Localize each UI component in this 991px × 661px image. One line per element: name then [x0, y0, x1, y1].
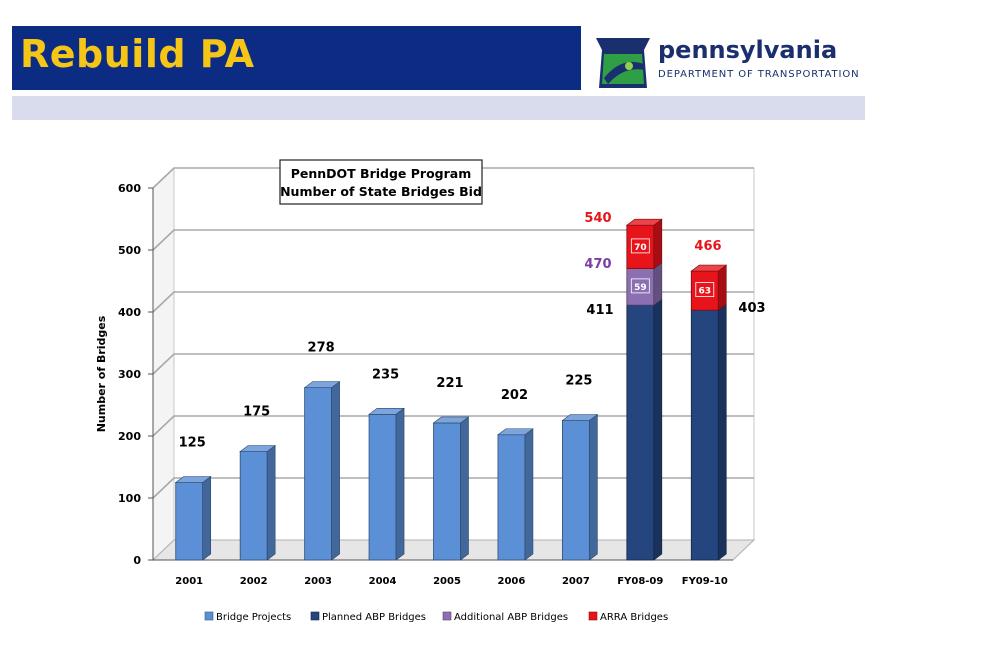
bar-top: [368, 407, 405, 415]
bar-2003-bridge-projects: [304, 387, 333, 561]
chart-title-line: Number of State Bridges Bid: [280, 184, 482, 199]
annotation-label: 411: [586, 303, 613, 318]
y-axis-label: Number of Bridges: [95, 315, 108, 432]
gridline: [152, 229, 754, 251]
bar-top: [174, 476, 212, 483]
bar-side: [717, 303, 727, 561]
gridline: [152, 291, 754, 313]
bar-side: [266, 444, 276, 561]
bar-side: [395, 407, 405, 561]
bar-side: [653, 298, 663, 561]
bar-side: [653, 262, 663, 306]
legend-swatch: [310, 611, 320, 621]
gridline: [152, 477, 754, 499]
bar-side: [653, 218, 663, 270]
bar-side: [331, 381, 340, 561]
bar-2002-bridge-projects: [239, 451, 268, 561]
legend-label: Bridge Projects: [216, 612, 291, 623]
annotation-label: 470: [584, 257, 611, 272]
bar-side: [460, 416, 469, 561]
chart-title-line: PennDOT Bridge Program: [291, 166, 472, 181]
annotation-label: 403: [738, 301, 765, 316]
bar-top: [432, 416, 470, 424]
x-tick-label: 2005: [433, 576, 461, 587]
bar-layer: [174, 218, 728, 561]
legend-label: Planned ABP Bridges: [322, 612, 426, 623]
bar-top: [497, 428, 534, 436]
label-layer: 2001 125 2002 175 2003 278 2004 235 2005 221 2006 2…: [175, 211, 765, 587]
annotation-label: 540: [584, 211, 611, 226]
x-tick-label: 2001: [175, 576, 203, 587]
bar-top: [303, 381, 341, 388]
bar-FY08-09-planned-abp-bridges: [626, 304, 655, 561]
segment-value-label: 59: [634, 283, 647, 293]
y-tick-label: 200: [118, 430, 141, 443]
bar-total-label: 278: [308, 341, 335, 356]
bar-side: [202, 475, 212, 561]
segment-label-box: [630, 238, 650, 254]
bar-2005-bridge-projects: [433, 422, 461, 561]
annotation-label: 466: [694, 239, 721, 254]
keystone-logo-icon: [596, 38, 650, 88]
penndot-logo: pennsylvania DEPARTMENT OF TRANSPORTATIO…: [592, 34, 862, 94]
sub-header-bar: [12, 96, 865, 120]
y-tick-label: 500: [118, 244, 141, 257]
bar-total-label: 221: [436, 376, 463, 391]
y-tick-label: 400: [118, 306, 141, 319]
bar-top: [625, 218, 663, 226]
segment-label-box: [695, 282, 715, 298]
legend-layer: Bridge Projects Planned ABP Bridges Additi…: [204, 611, 668, 623]
y-tick-label: 300: [118, 368, 141, 381]
x-tick-label: 2007: [562, 576, 590, 587]
bar-2001-bridge-projects: [175, 482, 204, 561]
y-tick-label: 0: [133, 554, 141, 567]
legend-swatch: [442, 611, 452, 621]
x-tick-label: 2004: [369, 576, 397, 587]
bar-side: [589, 413, 598, 561]
bar-FY09-10-planned-abp-bridges: [690, 309, 719, 561]
chart-title-box: PennDOT Bridge Program Number of State Br…: [279, 159, 483, 205]
bar-2004-bridge-projects: [368, 413, 397, 561]
bar-total-label: 235: [372, 367, 399, 382]
legend-swatch: [588, 611, 598, 621]
x-tick-label: 2003: [304, 576, 332, 587]
bar-top: [561, 414, 599, 421]
header-banner: Rebuild PA: [12, 26, 581, 90]
segment-value-label: 63: [699, 287, 712, 297]
bar-side: [717, 264, 727, 311]
x-tick-label: FY08-09: [617, 576, 663, 587]
legend-label: Additional ABP Bridges: [454, 612, 568, 623]
bar-top: [690, 264, 728, 272]
bar-total-label: 175: [243, 405, 270, 420]
x-tick-label: 2002: [240, 576, 268, 587]
legend-label: ARRA Bridges: [600, 612, 668, 623]
y-tick-label: 100: [118, 492, 141, 505]
gridline: [152, 167, 754, 189]
chart-title-frame: [279, 159, 483, 205]
bar-2006-bridge-projects: [497, 434, 526, 561]
gridline: [152, 353, 754, 375]
legend-swatch: [204, 611, 214, 621]
gridline: [152, 415, 754, 437]
logo-department: DEPARTMENT OF TRANSPORTATION: [658, 69, 860, 80]
x-tick-label: FY09-10: [682, 576, 728, 587]
segment-value-label: 70: [634, 243, 647, 253]
bar-side: [524, 428, 534, 561]
x-tick-label: 2006: [498, 576, 526, 587]
logo-name: pennsylvania: [658, 36, 838, 64]
bar-total-label: 202: [501, 388, 528, 403]
bar-top: [239, 445, 277, 452]
segment-label-box: [630, 278, 650, 294]
bar-total-label: 225: [565, 374, 592, 389]
bar-total-label: 125: [179, 436, 206, 451]
page-title: Rebuild PA: [20, 32, 255, 76]
y-tick-label: 600: [118, 182, 141, 195]
bar-2007-bridge-projects: [561, 420, 590, 561]
